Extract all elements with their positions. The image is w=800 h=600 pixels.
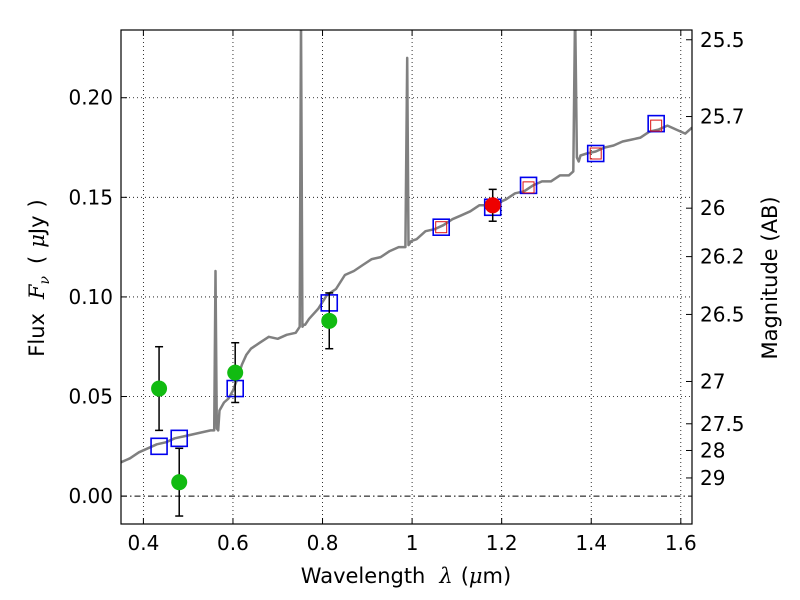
magnitude-tick-label: 28: [700, 438, 725, 462]
y-tick-label: 0.05: [68, 385, 113, 409]
magnitude-tick-label: 25.5: [700, 28, 745, 52]
magnitude-tick-label: 27: [700, 369, 725, 393]
y-axis-title-close: ): [25, 199, 49, 207]
y-axis-title: Flux Fν ( μJy): [25, 199, 53, 356]
y-tick-label: 0.00: [68, 484, 113, 508]
y-axis-title-open: (: [25, 256, 49, 264]
magnitude-tick-label: 29: [700, 466, 725, 490]
magnitude-axis-title: Magnitude (AB): [758, 196, 782, 359]
x-axis-title-main: Wavelength: [301, 564, 426, 588]
model-photometry-inner-square: [435, 221, 448, 234]
x-tick-label: 1.2: [486, 531, 518, 555]
x-tick-label: 1.4: [575, 531, 607, 555]
magnitude-tick-label: 26.2: [700, 245, 745, 269]
x-axis: 0.4 0.6 0.8 1 1.2 1.4 1.6: [127, 30, 697, 555]
y-axis-title-unit: Jy: [25, 215, 49, 236]
model-photometry-square: [519, 176, 538, 195]
model-photometry-inner-square: [650, 119, 663, 132]
y-axis-title-main: Flux: [25, 313, 49, 357]
model-photometry-inner-square: [522, 181, 535, 194]
x-axis-title-unit: m): [483, 564, 512, 588]
observed-optical-point: [321, 312, 338, 329]
observed-optical-point: [171, 474, 188, 491]
model-photometry-square: [586, 144, 605, 163]
magnitude-tick-label: 26.5: [700, 302, 745, 326]
model-photometry-square: [432, 218, 451, 237]
model-photometry-square: [170, 429, 189, 448]
x-axis-title-open: (: [461, 564, 469, 588]
magnitude-axis: 25.5 25.7 26 26.2 26.5 27 27.528 29: [686, 28, 745, 490]
x-tick-label: 0.4: [127, 531, 159, 555]
observed-nir-point: [484, 197, 501, 214]
magnitude-tick-label: 25.7: [700, 105, 745, 129]
y-axis-title-symbol: F: [25, 283, 49, 300]
observed-optical-point: [227, 364, 244, 381]
axes-frame: [120, 29, 693, 525]
plot-area: [121, 30, 692, 517]
plot-content: [121, 30, 692, 517]
y-axis: 0.00 0.05 0.10 0.15 0.20: [68, 86, 127, 508]
x-tick-label: 0.8: [307, 531, 339, 555]
x-tick-label: 1.6: [665, 531, 697, 555]
observed-optical-point: [151, 380, 168, 397]
magnitude-tick-label: 27.5: [700, 412, 745, 436]
y-tick-label: 0.15: [68, 185, 113, 209]
x-axis-title-mu: μ: [469, 564, 483, 588]
model-photometry-inner-square: [589, 147, 602, 160]
magnitude-tick-label: 26: [700, 196, 725, 220]
x-tick-label: 0.6: [217, 531, 249, 555]
y-axis-title-mu: μ: [25, 234, 49, 248]
y-axis-title-subscript: ν: [37, 275, 53, 284]
x-tick-label: 1: [406, 531, 419, 555]
x-axis-title: Wavelength λ (μm): [301, 564, 511, 588]
model-photometry-square: [150, 437, 168, 456]
model-spectrum-line: [121, 30, 692, 464]
model-photometry-square: [647, 114, 665, 133]
y-tick-label: 0.10: [68, 285, 113, 309]
y-tick-label: 0.20: [68, 86, 113, 110]
x-axis-title-symbol: λ: [438, 564, 452, 588]
